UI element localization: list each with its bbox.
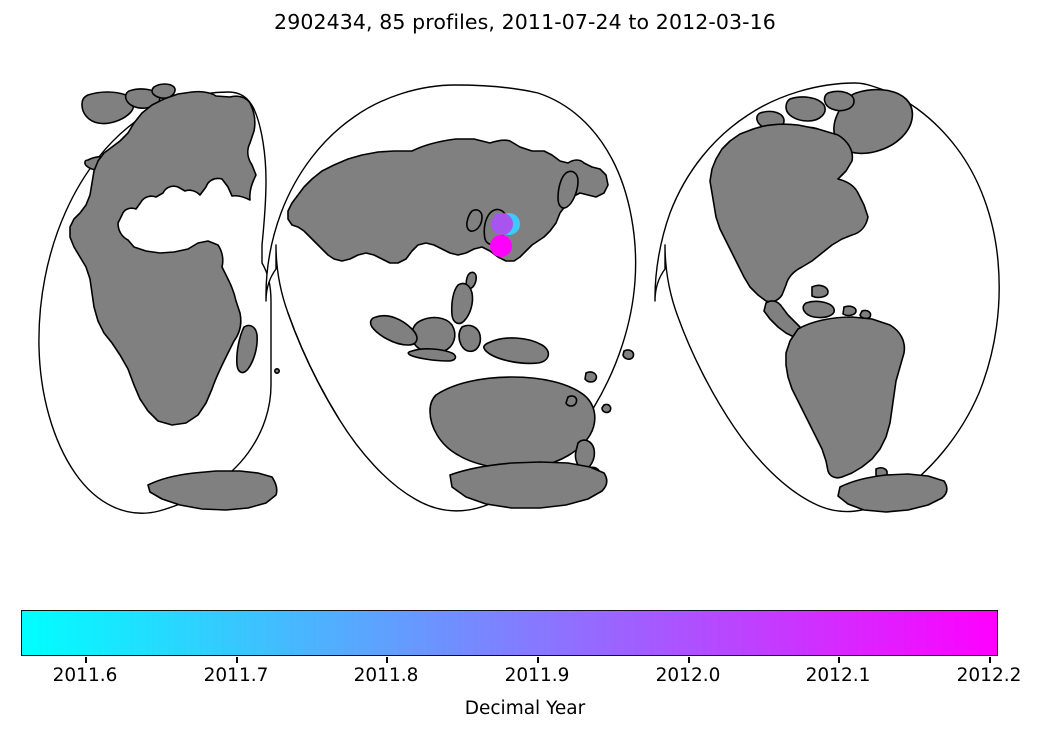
colorbar-tick-4 [688, 657, 690, 663]
colorbar-tick-label-6: 2012.2 [956, 665, 1022, 686]
colorbar-tick-0 [85, 657, 87, 663]
land-antarctica-lobe1 [147, 470, 278, 511]
landmasses [69, 83, 948, 513]
colorbar-gradient[interactable] [21, 610, 998, 656]
page-title: 2902434, 85 profiles, 2011-07-24 to 2012… [274, 10, 776, 34]
land-south-america [785, 316, 906, 479]
profile-marker-purple [491, 213, 513, 235]
land-greenland-east [81, 91, 135, 125]
land-sulawesi [458, 324, 482, 353]
land-island-dot-atlantic [273, 367, 280, 374]
world-map [0, 55, 1050, 555]
profile-markers [490, 213, 520, 257]
land-north-america [709, 123, 869, 303]
land-kamchatka [557, 170, 579, 209]
land-sumatra [369, 314, 418, 346]
colorbar-tick-label-0: 2011.6 [52, 665, 118, 686]
land-taiwan [465, 271, 477, 290]
land-eurasia-east [287, 138, 609, 264]
colorbar-tick-label-3: 2011.9 [504, 665, 570, 686]
land-new-guinea [483, 337, 550, 365]
colorbar-tick-label-4: 2012.0 [655, 665, 721, 686]
land-borneo [411, 316, 456, 354]
colorbar-tick-3 [537, 657, 539, 663]
colorbar-tick-label-5: 2012.1 [805, 665, 871, 686]
land-canada-arctic-islands [756, 90, 855, 146]
colorbar-axis-label: Decimal Year [464, 698, 586, 719]
land-australia [429, 376, 596, 470]
colorbar-tick-1 [236, 657, 238, 663]
colorbar-tick-6 [989, 657, 991, 663]
land-africa-eurasia [69, 90, 257, 426]
land-java [407, 348, 457, 362]
colorbar-tick-label-2: 2011.8 [353, 665, 419, 686]
land-pacific-islands [565, 349, 635, 414]
lobe-interruption-wedge-left [287, 312, 340, 420]
land-madagascar [236, 324, 258, 374]
colorbar-tick-5 [838, 657, 840, 663]
land-caribbean-islands [802, 284, 872, 320]
colorbar-tick-label-1: 2011.7 [203, 665, 269, 686]
colorbar-tick-2 [386, 657, 388, 663]
profile-marker-magenta [490, 235, 512, 257]
goode-homolosine-map-svg [38, 82, 1000, 514]
land-korea [466, 209, 483, 232]
land-antarctica-lobe3 [837, 473, 948, 513]
land-antarctica-lobe2 [449, 461, 608, 509]
land-philippines [450, 282, 474, 325]
